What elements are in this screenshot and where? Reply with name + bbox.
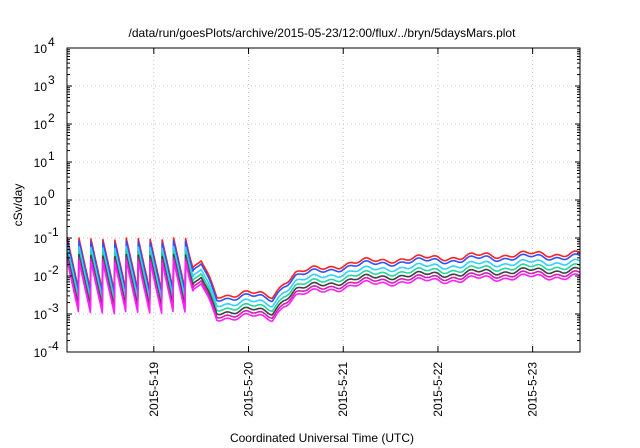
x-tick-label: 2015-5-21 — [336, 362, 350, 417]
x-tick-label: 2015-5-19 — [147, 362, 161, 417]
x-tick-label: 2015-5-22 — [431, 362, 445, 417]
series-line-7 — [66, 259, 581, 323]
y-axis-label: cSv/day — [11, 184, 25, 227]
series-line-2 — [66, 239, 581, 303]
x-tick-label: 2015-5-20 — [242, 362, 256, 417]
x-axis-label: Coordinated Universal Time (UTC) — [230, 431, 414, 445]
y-tick-exponent: -1 — [48, 225, 59, 239]
y-tick-label: 10 — [34, 156, 48, 170]
grid — [67, 48, 580, 352]
y-tick-label: 10 — [34, 232, 48, 246]
y-tick-label: 10 — [34, 42, 48, 56]
y-tick-exponent: 2 — [48, 111, 55, 125]
chart-title: /data/run/goesPlots/archive/2015-05-23/1… — [129, 26, 517, 40]
y-tick-exponent: 1 — [48, 149, 55, 163]
series-group — [66, 236, 581, 323]
series-line-3 — [66, 245, 581, 308]
y-tick-exponent: -3 — [48, 301, 59, 315]
y-tick-label: 10 — [34, 270, 48, 284]
y-tick-exponent: 0 — [48, 187, 55, 201]
y-tick-exponent: 3 — [48, 73, 55, 87]
y-tick-exponent: 4 — [48, 35, 55, 49]
series-line-4 — [66, 249, 581, 313]
y-tick-label: 10 — [34, 80, 48, 94]
y-tick-label: 10 — [34, 346, 48, 360]
x-axis: 2015-5-19 2015-5-20 2015-5-21 2015-5-22 2015… — [147, 48, 540, 417]
y-tick-exponent: -4 — [48, 339, 59, 353]
x-tick-label: 2015-5-23 — [526, 362, 540, 417]
y-tick-exponent: -2 — [48, 263, 59, 277]
y-tick-label: 10 — [34, 118, 48, 132]
y-tick-label: 10 — [34, 194, 48, 208]
y-tick-label: 10 — [34, 308, 48, 322]
